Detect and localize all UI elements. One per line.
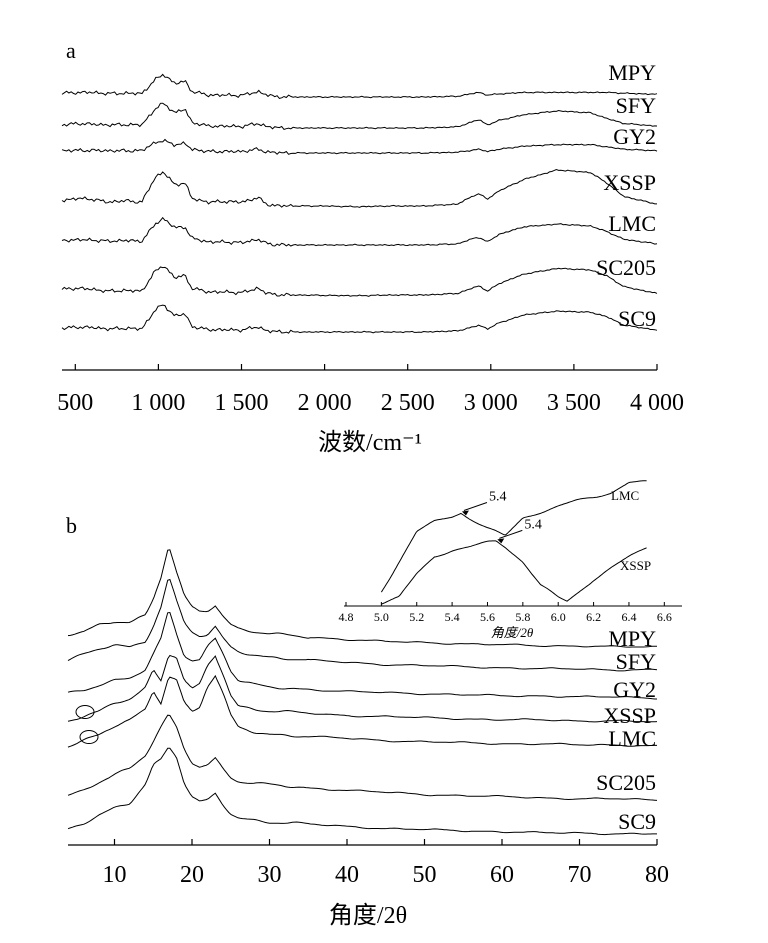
x-tick-label: 1 000 [131,390,185,416]
inset-tick-label: 6.6 [657,610,672,624]
panel-a-series [61,73,658,334]
x-tick-label: 500 [57,390,93,416]
series-line-sfy [67,578,658,672]
inset-tick-label: 5.8 [515,610,530,624]
series-label-gy2: GY2 [613,124,656,149]
series-line-sc205 [61,266,658,297]
inset-tick-label: 5.6 [480,610,495,624]
series-label-xssp: XSSP [603,170,656,195]
series-label-mpy: MPY [608,60,656,85]
series-label-mpy: MPY [608,626,656,651]
series-label-xssp: XSSP [603,703,656,728]
x-tick-label: 3 500 [547,390,601,416]
series-line-mpy [61,73,658,99]
x-tick-label: 30 [258,862,282,888]
panel-a-series-labels: MPY SFY GY2 XSSP LMC SC205 SC9 [596,60,656,331]
x-tick-label: 50 [413,862,437,888]
inset-annotations: 5.4 5.4 [461,490,542,544]
series-label-sc9: SC9 [618,809,656,834]
x-tick-label: 4 000 [630,390,684,416]
panel-label-a: a [66,38,76,63]
series-label-gy2: GY2 [613,677,656,702]
inset-x-axis-label: 角度/2θ [491,625,534,640]
series-label-sc9: SC9 [618,306,656,331]
series-line-gy2 [61,138,658,155]
series-label-sfy: SFY [616,93,656,118]
series-line-sc205 [67,714,658,801]
panel-label-b: b [66,513,77,538]
inset-series-line-xssp [381,540,647,605]
x-tick-label: 70 [568,862,592,888]
x-tick-label: 40 [335,862,359,888]
panel-a-x-ticks: 500 1 000 1 500 2 000 2 500 3 000 3 500 4 000 [57,364,684,416]
series-line-sfy [61,102,658,130]
x-tick-label: 2 500 [381,390,435,416]
x-tick-label: 80 [645,862,669,888]
series-line-mpy [67,549,657,648]
series-label-lmc: LMC [608,726,656,751]
inset-tick-label: 6.2 [586,610,601,624]
panel-a-x-axis-label: 波数/cm⁻¹ [318,429,422,456]
inset-tick-label: 6.4 [621,610,636,624]
inset-series-line-lmc [380,480,647,593]
annotation-arrowhead [497,538,505,544]
x-tick-label: 2 000 [298,390,352,416]
annotation-arrow [499,529,523,539]
panel-a-ftir-chart: a 500 1 000 1 500 2 000 2 500 3 000 3 500 4 000… [57,38,684,456]
inset-tick-label: 6.0 [551,610,566,624]
series-label-sc205: SC205 [596,770,656,795]
series-line-gy2 [67,611,657,700]
x-tick-label: 3 000 [464,390,518,416]
inset-series: LMC XSSP [380,480,651,605]
panel-b-x-axis-label: 角度/2θ [329,902,407,929]
series-label-lmc: LMC [608,211,656,236]
panel-b-xrd-chart: b 10 20 30 40 50 60 70 80 MPYSFYGY2XSSPLMCSC205… [66,480,682,929]
series-line-lmc [67,674,657,748]
series-line-xssp [67,654,658,723]
series-label-sfy: SFY [616,649,656,674]
x-tick-label: 60 [490,862,514,888]
series-line-sc9 [67,747,657,836]
x-tick-label: 10 [103,862,127,888]
inset-tick-label: 5.4 [445,610,460,624]
series-line-sc9 [61,304,658,334]
annotation-arrow [463,502,488,511]
inset-series-label-xssp: XSSP [620,558,651,573]
panel-b-inset: 4.8 5.0 5.2 5.4 5.6 5.8 6.0 6.2 6.4 6.6 LMC XSSP 角… [339,480,682,640]
inset-x-ticks: 4.8 5.0 5.2 5.4 5.6 5.8 6.0 6.2 6.4 6.6 [339,602,672,624]
annotation-label: 5.4 [524,517,542,532]
annotation-arrowhead [461,510,469,516]
inset-series-label-lmc: LMC [611,488,639,503]
series-line-xssp [61,168,657,208]
series-line-lmc [61,216,658,247]
panel-b-series [67,549,658,836]
low-angle-marker-xssp [75,705,95,719]
inset-tick-label: 4.8 [339,610,354,624]
low-angle-marker-lmc [79,730,99,744]
x-tick-label: 20 [180,862,204,888]
inset-tick-label: 5.2 [409,610,424,624]
series-label-sc205: SC205 [596,255,656,280]
annotation-label: 5.4 [489,490,507,505]
panel-b-x-ticks: 10 20 30 40 50 60 70 80 [103,839,669,888]
x-tick-label: 1 500 [214,390,268,416]
inset-tick-label: 5.0 [374,610,389,624]
